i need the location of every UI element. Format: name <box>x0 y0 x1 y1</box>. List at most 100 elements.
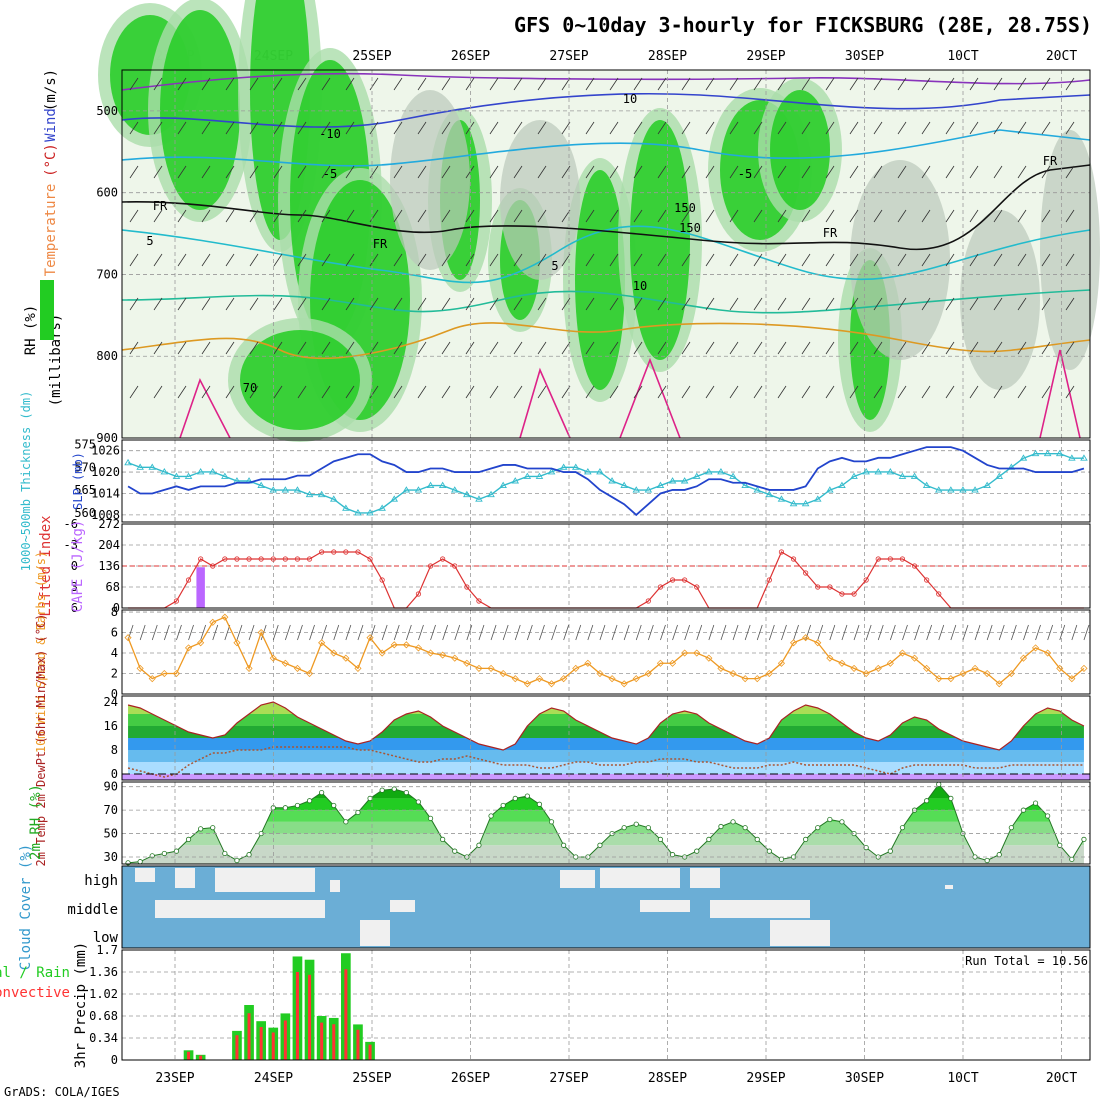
wind-barb <box>129 253 139 267</box>
wind-barb <box>1017 165 1027 179</box>
date-label-bottom: 25SEP <box>352 1071 391 1086</box>
thickness-point <box>584 468 592 475</box>
wind-barb <box>441 253 451 267</box>
wind-speed-point <box>560 675 568 683</box>
wind-barb <box>969 297 979 311</box>
thickness-point <box>1068 454 1076 461</box>
thickness-point <box>571 463 580 470</box>
wind-barb <box>585 385 595 399</box>
lifted-index-point <box>887 556 893 562</box>
rh-point <box>778 856 785 862</box>
wind-barb <box>465 77 475 91</box>
wind-barb <box>729 165 739 179</box>
wind-barb <box>681 165 691 179</box>
rh-contour-fill <box>240 330 360 430</box>
contour-label: FR <box>1043 154 1058 168</box>
wind-speed-point <box>124 634 132 642</box>
wind-barb <box>993 341 1003 355</box>
wind-barb <box>225 121 235 135</box>
wind-barb <box>897 77 907 91</box>
wind-speed-point <box>789 639 798 647</box>
precip-convective-bar <box>295 972 299 1060</box>
wind-barb <box>129 121 139 135</box>
date-label-bottom: 10CT <box>947 1071 978 1086</box>
wind-barb <box>720 624 727 641</box>
footer-credit: GrADS: COLA/IGES <box>4 1085 120 1099</box>
wind-barb <box>514 624 521 641</box>
wind-barb <box>657 77 667 91</box>
temp-band <box>128 750 1084 762</box>
temp-band <box>122 684 1090 702</box>
wind-barb <box>249 209 259 223</box>
wind-barb <box>753 121 763 135</box>
wind-speed-point <box>777 659 786 667</box>
y-tick-label: 50 <box>104 827 118 841</box>
precip-convective-bar <box>271 1032 275 1060</box>
wind-barb <box>926 624 933 641</box>
cloud-patch <box>360 920 390 946</box>
thickness-point <box>789 499 798 507</box>
wind-speed-point <box>971 664 979 672</box>
y-axis-label: Cloud Cover (%) <box>18 844 34 970</box>
wind-barb <box>801 297 811 311</box>
y-tick-label-left: 575 <box>74 438 96 452</box>
wind-barb <box>177 385 187 399</box>
y-tick-label: 1.7 <box>96 943 118 957</box>
lifted-index-point <box>827 584 833 590</box>
thickness-point <box>342 504 350 511</box>
wind-barb <box>945 297 955 311</box>
wind-barb <box>297 297 307 311</box>
wind-barb <box>585 165 595 179</box>
rh-contour-fill <box>500 120 580 280</box>
lifted-index-point <box>222 556 228 562</box>
wind-speed-point <box>995 680 1003 688</box>
wind-barb <box>729 253 739 267</box>
wind-barb <box>993 253 1003 267</box>
wind-barb <box>849 297 859 311</box>
wind-speed-point <box>632 675 640 683</box>
wind-barb <box>345 121 355 135</box>
wind-barb <box>417 253 427 267</box>
thickness-point <box>196 468 205 475</box>
rh-point <box>803 836 809 843</box>
wind-barb <box>657 209 667 223</box>
wind-barb <box>441 121 451 135</box>
wind-barb <box>236 624 243 641</box>
wind-barb <box>585 77 595 91</box>
thickness-point <box>777 495 786 502</box>
wind-barb <box>1065 209 1075 223</box>
y-tick-label-left: -3 <box>64 538 78 552</box>
wind-speed-point <box>463 659 471 667</box>
thickness-point <box>717 468 725 475</box>
rh-contour-fill <box>1040 130 1100 370</box>
rh-point <box>1069 856 1075 862</box>
wind-barb <box>537 341 547 355</box>
wind-speed-point <box>717 664 725 672</box>
wind-barb <box>684 624 691 641</box>
wind-barb <box>825 209 835 223</box>
cloud-patch <box>175 868 195 888</box>
wind-barb <box>153 77 163 91</box>
wind-barb <box>225 385 235 399</box>
wind-barb <box>321 121 331 135</box>
wind-speed-point <box>814 639 822 647</box>
isotherm-line <box>121 92 1091 128</box>
wind-barb <box>599 624 606 641</box>
wind-speed-point <box>838 659 846 667</box>
lifted-index-point <box>778 549 785 555</box>
wind-barb <box>369 624 376 641</box>
wind-barb <box>825 121 835 135</box>
date-label-top: 27SEP <box>549 49 588 64</box>
thickness-point <box>898 472 907 479</box>
wind-speed-point <box>257 628 265 637</box>
thickness-point <box>741 481 749 489</box>
date-label-bottom: 30SEP <box>845 1071 884 1086</box>
wind-barb <box>321 341 331 355</box>
rh-point <box>633 821 639 827</box>
rh-point <box>500 802 506 809</box>
wind-barb <box>609 209 619 223</box>
wind-barb <box>969 121 979 135</box>
cloud-level-label: middle <box>67 902 118 918</box>
wind-barb <box>153 297 163 311</box>
wind-barb <box>177 253 187 267</box>
